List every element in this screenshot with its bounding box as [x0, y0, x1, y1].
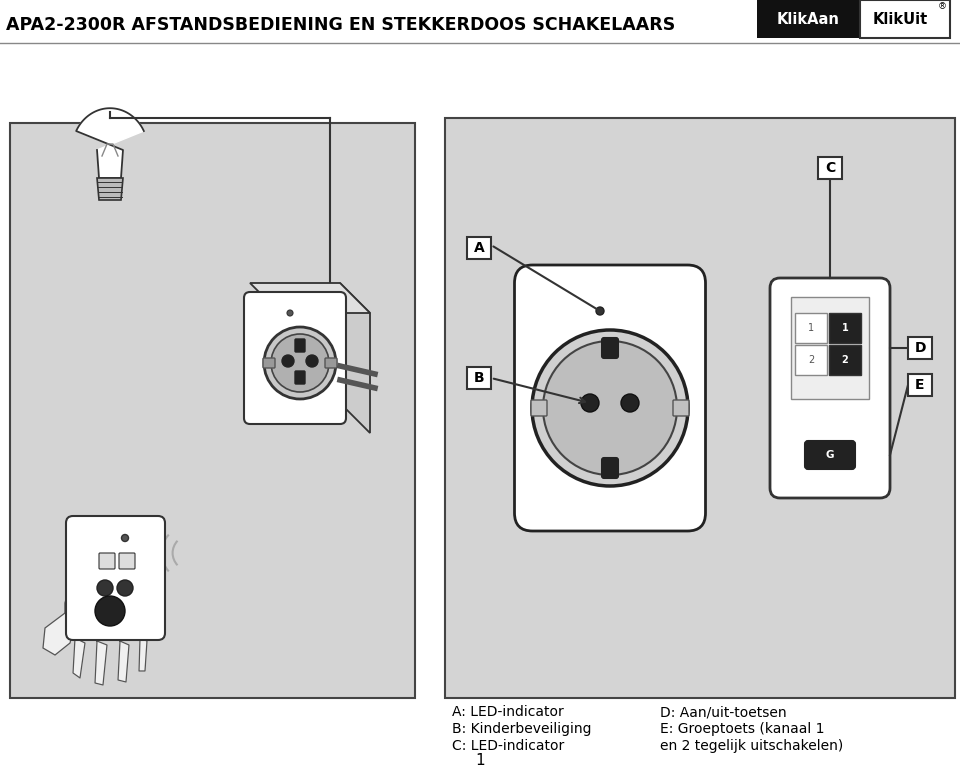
Text: A: LED-indicator: A: LED-indicator: [452, 705, 564, 719]
Text: 1: 1: [808, 323, 814, 333]
FancyBboxPatch shape: [66, 516, 165, 640]
FancyBboxPatch shape: [99, 553, 115, 569]
Polygon shape: [95, 641, 107, 685]
Text: en 2 tegelijk uitschakelen): en 2 tegelijk uitschakelen): [660, 739, 843, 753]
FancyBboxPatch shape: [244, 292, 346, 424]
FancyBboxPatch shape: [295, 371, 305, 384]
FancyBboxPatch shape: [908, 337, 932, 359]
FancyBboxPatch shape: [795, 313, 827, 343]
FancyBboxPatch shape: [602, 338, 618, 358]
Polygon shape: [97, 178, 123, 200]
Text: B: B: [473, 371, 484, 385]
Text: 1: 1: [475, 753, 485, 768]
Text: C: C: [825, 161, 835, 175]
Text: ®: ®: [938, 2, 947, 11]
FancyBboxPatch shape: [829, 345, 861, 375]
Circle shape: [95, 596, 125, 626]
FancyBboxPatch shape: [795, 345, 827, 375]
Text: E: Groeptoets (kanaal 1: E: Groeptoets (kanaal 1: [660, 722, 825, 736]
Circle shape: [97, 580, 113, 596]
Circle shape: [287, 310, 293, 316]
Text: 2: 2: [808, 355, 814, 365]
Polygon shape: [139, 638, 147, 671]
Polygon shape: [250, 283, 370, 313]
Circle shape: [532, 330, 688, 486]
Polygon shape: [43, 613, 75, 655]
Circle shape: [264, 327, 336, 399]
FancyBboxPatch shape: [531, 400, 547, 416]
FancyBboxPatch shape: [791, 297, 869, 399]
FancyBboxPatch shape: [467, 237, 491, 259]
Text: B: Kinderbeveiliging: B: Kinderbeveiliging: [452, 722, 591, 736]
Circle shape: [306, 355, 318, 367]
FancyBboxPatch shape: [295, 339, 305, 352]
Text: D: D: [914, 341, 925, 355]
Polygon shape: [76, 108, 144, 178]
Polygon shape: [340, 283, 370, 433]
Polygon shape: [118, 641, 129, 682]
Circle shape: [596, 307, 604, 315]
FancyBboxPatch shape: [818, 157, 842, 179]
FancyBboxPatch shape: [325, 358, 337, 368]
Text: G: G: [826, 450, 834, 460]
FancyBboxPatch shape: [770, 278, 890, 498]
FancyBboxPatch shape: [860, 0, 950, 38]
Text: E: E: [915, 378, 924, 392]
Text: 2: 2: [842, 355, 849, 365]
Text: D: Aan/uit-toetsen: D: Aan/uit-toetsen: [660, 705, 786, 719]
Circle shape: [282, 355, 294, 367]
Text: C: LED-indicator: C: LED-indicator: [452, 739, 564, 753]
FancyBboxPatch shape: [119, 553, 135, 569]
Circle shape: [543, 341, 677, 475]
FancyBboxPatch shape: [445, 118, 955, 698]
FancyBboxPatch shape: [263, 358, 275, 368]
Polygon shape: [65, 563, 165, 638]
FancyBboxPatch shape: [757, 0, 860, 38]
FancyBboxPatch shape: [908, 374, 932, 396]
Circle shape: [621, 394, 639, 412]
Text: KlikUit: KlikUit: [873, 12, 927, 26]
Text: A: A: [473, 241, 485, 255]
Text: 1: 1: [842, 323, 849, 333]
FancyBboxPatch shape: [673, 400, 689, 416]
FancyBboxPatch shape: [515, 265, 706, 531]
Circle shape: [122, 534, 129, 541]
FancyBboxPatch shape: [805, 441, 855, 469]
Text: APA2-2300R AFSTANDSBEDIENING EN STEKKERDOOS SCHAKELAARS: APA2-2300R AFSTANDSBEDIENING EN STEKKERD…: [6, 16, 675, 34]
Polygon shape: [73, 638, 85, 678]
FancyBboxPatch shape: [467, 367, 491, 389]
FancyBboxPatch shape: [10, 123, 415, 698]
Circle shape: [117, 580, 133, 596]
FancyBboxPatch shape: [829, 313, 861, 343]
FancyBboxPatch shape: [602, 458, 618, 478]
Circle shape: [581, 394, 599, 412]
Text: KlikAan: KlikAan: [777, 12, 839, 26]
Circle shape: [271, 334, 329, 392]
